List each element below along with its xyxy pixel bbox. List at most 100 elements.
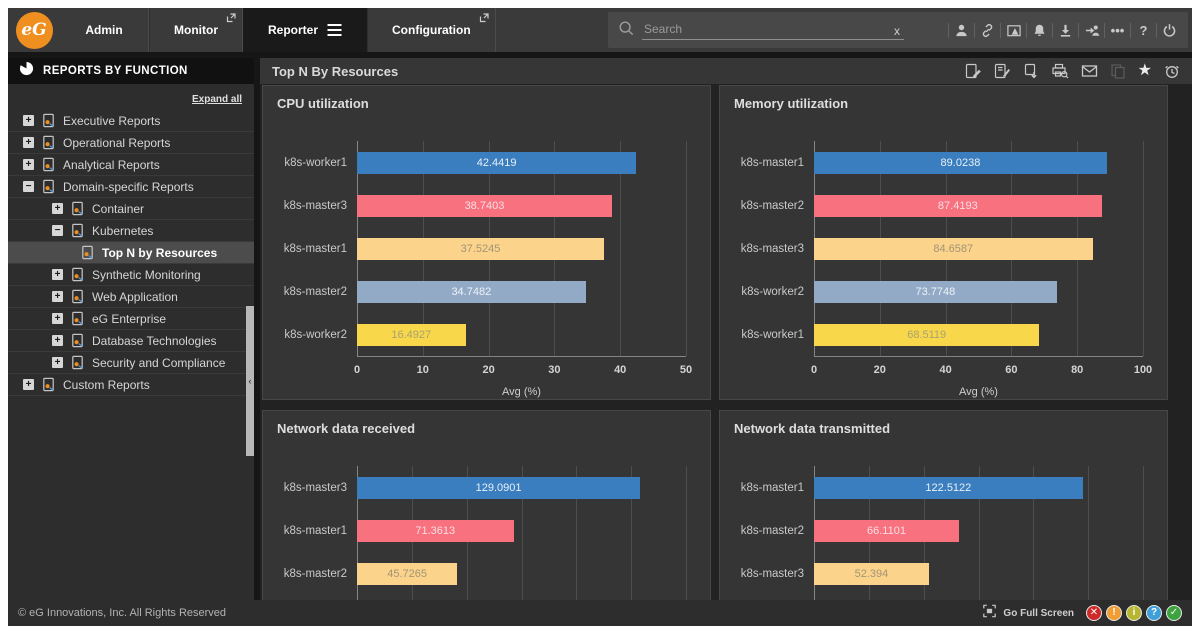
status-badge-info[interactable]: i [1126,605,1142,621]
nav-action-icons: ••• ? [944,21,1178,39]
bar-value-label: 68.5119 [907,328,947,341]
expand-icon[interactable]: + [52,357,63,368]
sidebar-item-synthetic-monitoring[interactable]: + Synthetic Monitoring [8,264,254,286]
eg-logo[interactable]: eG [8,8,60,52]
search-icon [618,20,634,41]
bar-k8s-master2[interactable]: 66.1101 [814,519,959,542]
status-badge-warning[interactable]: ! [1106,605,1122,621]
image-alert-icon[interactable] [1005,21,1022,39]
power-icon[interactable] [1161,21,1178,39]
link-icon[interactable] [979,21,996,39]
export-pdf-icon[interactable] [1023,63,1039,79]
chart-row: k8s-master3 52.394 [741,552,1143,595]
x-tick-label: 50 [679,364,693,376]
tab-monitor[interactable]: Monitor [149,8,243,52]
sidebar-item-label: Top N by Resources [102,245,218,260]
bar-k8s-master1[interactable]: 37.5245 [357,237,604,260]
expand-icon[interactable]: + [23,159,34,170]
sidebar-item-container[interactable]: + Container [8,198,254,220]
gridline [686,141,687,356]
bar-value-label: 71.3613 [415,524,456,537]
bar-k8s-worker1[interactable]: 68.5119 [814,323,1040,346]
chart-row: k8s-master1 122.5122 [741,466,1143,509]
favorite-star-icon[interactable]: ★ [1137,62,1152,79]
report-header: Top N By Resources [260,58,1192,84]
expand-all-link[interactable]: Expand all [191,94,242,105]
collapse-icon[interactable]: − [23,181,34,192]
expand-icon[interactable]: + [23,115,34,126]
print-preview-icon[interactable] [1051,63,1069,79]
status-badge-ok[interactable]: ✓ [1166,605,1182,621]
tab-reporter[interactable]: Reporter [243,8,368,52]
sidebar-item-kubernetes[interactable]: − Kubernetes [8,220,254,242]
sidebar-item-custom-reports[interactable]: + Custom Reports [8,374,254,396]
chart-row: k8s-master2 34.7482 [284,270,686,313]
bar-category-label: k8s-master2 [283,567,347,580]
bar-k8s-master3[interactable]: 84.6587 [814,237,1093,260]
search-input[interactable] [642,20,890,37]
bar-k8s-master3[interactable]: 38.7403 [357,194,612,217]
bar-k8s-worker1[interactable]: 42.4419 [357,151,637,174]
bar-k8s-master2[interactable]: 34.7482 [357,280,586,303]
bar-k8s-master1[interactable]: 89.0238 [814,151,1107,174]
annotate-report-icon[interactable] [994,63,1011,79]
edit-report-icon[interactable] [965,63,982,79]
expand-icon[interactable]: + [23,379,34,390]
expand-icon[interactable]: + [23,137,34,148]
more-icon[interactable]: ••• [1110,22,1125,38]
user-icon[interactable] [953,21,970,39]
go-full-screen-button[interactable]: Go Full Screen [1003,607,1074,619]
search-clear-button[interactable]: x [894,23,900,38]
bar-category-label: k8s-master2 [283,285,347,298]
report-icon [70,355,85,370]
bell-icon[interactable] [1031,21,1048,39]
x-tick-label: 20 [482,364,495,376]
collapse-icon[interactable]: − [52,225,63,236]
sidebar-item-analytical-reports[interactable]: + Analytical Reports [8,154,254,176]
user-arrow-icon[interactable] [1083,21,1100,39]
sidebar-item-label: Database Technologies [92,333,217,348]
bar-value-label: 73.7748 [915,285,956,298]
bar-k8s-master3[interactable]: 52.394 [814,562,929,585]
chart-row: k8s-master1 71.3613 [284,509,686,552]
expand-icon[interactable]: + [52,203,63,214]
expand-icon[interactable]: + [52,313,63,324]
sidebar-item-web-application[interactable]: + Web Application [8,286,254,308]
sidebar-item-top-n-by-resources[interactable]: Top N by Resources [8,242,254,264]
download-icon[interactable] [1057,21,1074,39]
bar-category-label: k8s-master3 [740,567,804,580]
email-icon[interactable] [1081,64,1098,78]
bar-k8s-master1[interactable]: 71.3613 [357,519,514,542]
chart-row: k8s-master1 37.5245 [284,227,686,270]
sidebar-item-eg-enterprise[interactable]: + eG Enterprise [8,308,254,330]
report-icon [70,223,85,238]
tab-configuration[interactable]: Configuration [367,8,496,52]
gridline [978,466,980,600]
bar-k8s-master2[interactable]: 45.7265 [357,562,458,585]
menu-icon[interactable] [327,24,342,36]
status-badge-error[interactable]: ✕ [1086,605,1102,621]
tab-admin[interactable]: Admin [60,8,149,52]
search-field: x [642,20,904,40]
fullscreen-icon[interactable] [982,604,997,623]
copy-icon[interactable] [1110,63,1126,79]
bar-k8s-master3[interactable]: 129.0901 [357,476,641,499]
sidebar-item-security-and-compliance[interactable]: + Security and Compliance [8,352,254,374]
sidebar-item-domain-specific-reports[interactable]: − Domain-specific Reports [8,176,254,198]
schedule-clock-icon[interactable] [1164,63,1180,79]
sidebar-item-database-technologies[interactable]: + Database Technologies [8,330,254,352]
expand-icon[interactable]: + [52,335,63,346]
bar-k8s-worker2[interactable]: 16.4927 [357,323,466,346]
help-icon[interactable]: ? [1139,22,1148,38]
x-tick-label: 40 [939,364,952,376]
tab-label: Reporter [268,23,319,37]
bar-k8s-master2[interactable]: 87.4193 [814,194,1102,217]
sidebar-collapse-handle[interactable]: ‹ [246,306,254,456]
bar-k8s-worker2[interactable]: 73.7748 [814,280,1057,303]
expand-icon[interactable]: + [52,269,63,280]
expand-icon[interactable]: + [52,291,63,302]
sidebar-item-operational-reports[interactable]: + Operational Reports [8,132,254,154]
bar-k8s-master1[interactable]: 122.5122 [814,476,1083,499]
sidebar-item-executive-reports[interactable]: + Executive Reports [8,110,254,132]
status-badge-help[interactable]: ? [1146,605,1162,621]
